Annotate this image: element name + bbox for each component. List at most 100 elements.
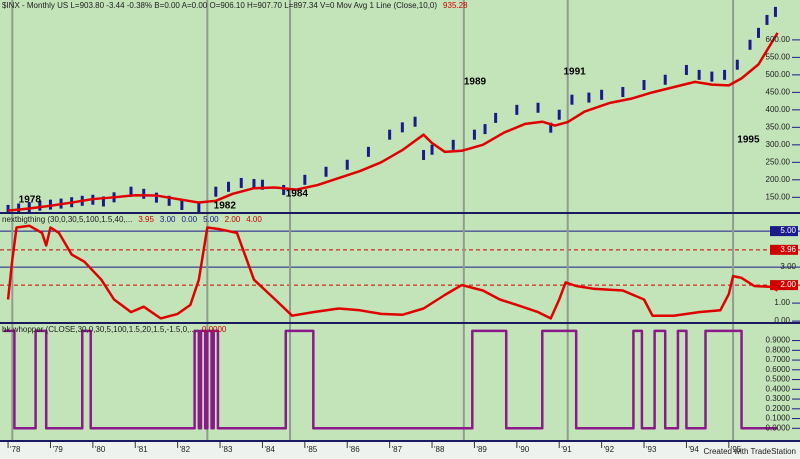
- x-tick-label: '81: [137, 445, 148, 454]
- y-tick-label: 0.0000: [766, 423, 791, 432]
- price-bar: [587, 92, 591, 103]
- price-bar: [483, 124, 487, 135]
- pane-background: [0, 324, 800, 440]
- price-bar: [710, 71, 714, 82]
- x-tick-label: '91: [561, 445, 572, 454]
- y-tick-label: 0.7000: [766, 355, 791, 364]
- header-item: nextbigthing (30,0,30,5,100,1.5,40,...: [2, 215, 132, 224]
- annotation: 1978: [19, 194, 42, 205]
- price-bar: [400, 122, 404, 133]
- header-item: 4.00: [246, 215, 262, 224]
- y-tick-label: 500.00: [766, 70, 791, 79]
- annotation: 1991: [563, 66, 586, 77]
- x-tick-label: '83: [222, 445, 233, 454]
- price-bar: [515, 104, 519, 115]
- level-box: [770, 244, 798, 255]
- price-bar: [366, 146, 370, 157]
- header-item: 3.95: [138, 215, 154, 224]
- annotation: 1982: [214, 200, 237, 211]
- y-tick-label: 0.8000: [766, 345, 791, 354]
- price-bar: [430, 144, 434, 155]
- x-tick-label: '85: [307, 445, 318, 454]
- header-item: $INX - Monthly US L=903.80 -3.44 -0.38% …: [2, 1, 437, 10]
- price-bar: [413, 116, 417, 127]
- x-tick-label: '82: [180, 445, 191, 454]
- price-bar: [142, 188, 146, 199]
- price-bar: [324, 166, 328, 177]
- x-tick-label: '93: [646, 445, 657, 454]
- y-tick-label: 0.5000: [766, 375, 791, 384]
- pane-header: nextbigthing (30,0,30,5,100,1.5,40,... 3.…: [2, 215, 262, 224]
- price-bar: [600, 89, 604, 100]
- y-tick-label: 0.6000: [766, 365, 791, 374]
- header-item: 935.28: [443, 1, 468, 10]
- price-bar: [239, 177, 243, 188]
- price-bar: [451, 139, 455, 150]
- price-bar: [765, 14, 769, 25]
- x-tick-label: '87: [392, 445, 403, 454]
- level-label: 3.96: [780, 245, 796, 254]
- y-tick-label: 250.00: [766, 157, 791, 166]
- y-tick-label: 0.1000: [766, 414, 791, 423]
- y-tick-label: 350.00: [766, 122, 791, 131]
- price-bar: [282, 184, 286, 195]
- y-tick-label: 550.00: [766, 52, 791, 61]
- x-tick-label: '78: [10, 445, 21, 454]
- x-tick-label: '94: [688, 445, 699, 454]
- x-tick-label: '92: [604, 445, 615, 454]
- price-bar: [642, 80, 646, 91]
- price-bar: [197, 202, 201, 213]
- footer: Created with TradeStation: [704, 447, 797, 456]
- price-bar: [536, 102, 540, 113]
- pane-background: [0, 214, 800, 322]
- pane-header: bk whopper (CLOSE,30,0,30,5,100,1.5,20,1…: [2, 325, 227, 334]
- price-bar: [27, 202, 31, 213]
- x-tick-label: '88: [434, 445, 445, 454]
- level-box: [770, 280, 798, 291]
- x-tick-label: '84: [264, 445, 275, 454]
- price-bar: [260, 179, 264, 190]
- price-bar: [422, 149, 426, 160]
- price-bar: [167, 195, 171, 206]
- price-bar: [735, 59, 739, 70]
- y-tick-label: 0.9000: [766, 336, 791, 345]
- y-tick-label: 0.3000: [766, 394, 791, 403]
- price-bar: [570, 94, 574, 105]
- price-bar: [129, 186, 133, 197]
- price-bar: [227, 181, 231, 192]
- price-bar: [345, 159, 349, 170]
- y-tick-label: 600.00: [766, 35, 791, 44]
- level-box: [770, 226, 798, 237]
- price-bar: [697, 69, 701, 80]
- price-bar: [557, 109, 561, 120]
- price-bar: [214, 186, 218, 197]
- price-bar: [303, 174, 307, 185]
- price-bar: [684, 64, 688, 75]
- x-tick-label: '79: [52, 445, 63, 454]
- price-bar: [748, 39, 752, 50]
- annotation: 1995: [737, 135, 760, 146]
- header-item: 2.00: [225, 215, 241, 224]
- y-tick-label: 1.00: [774, 298, 790, 307]
- series-line: [7, 32, 779, 212]
- series-line: [3, 329, 778, 430]
- x-tick-label: '86: [349, 445, 360, 454]
- price-bar: [756, 27, 760, 38]
- x-tick-label: '89: [476, 445, 487, 454]
- y-tick-label: 300.00: [766, 140, 791, 149]
- level-label: 2.00: [780, 280, 796, 289]
- pane-header: $INX - Monthly US L=903.80 -3.44 -0.38% …: [2, 1, 468, 10]
- y-tick-label: 450.00: [766, 87, 791, 96]
- price-bar: [549, 122, 553, 133]
- header-item: 3.00: [160, 215, 176, 224]
- price-bar: [773, 6, 777, 17]
- annotation: 1989: [464, 77, 487, 88]
- price-bar: [663, 74, 667, 85]
- price-bar: [621, 87, 625, 98]
- y-tick-label: 0.00: [774, 316, 790, 325]
- y-tick-label: 0.4000: [766, 384, 791, 393]
- y-tick-label: 200.00: [766, 175, 791, 184]
- header-item: 5.00: [203, 215, 219, 224]
- x-tick-label: '80: [95, 445, 106, 454]
